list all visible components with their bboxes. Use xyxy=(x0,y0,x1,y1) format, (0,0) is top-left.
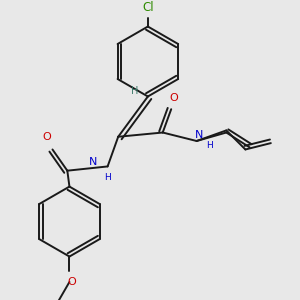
Text: Cl: Cl xyxy=(142,1,154,14)
Text: N: N xyxy=(88,157,97,167)
Text: O: O xyxy=(43,132,52,142)
Text: O: O xyxy=(169,92,178,103)
Text: H: H xyxy=(104,172,111,182)
Text: N: N xyxy=(195,130,203,140)
Text: H: H xyxy=(131,86,139,96)
Text: O: O xyxy=(67,277,76,287)
Text: H: H xyxy=(206,141,213,150)
